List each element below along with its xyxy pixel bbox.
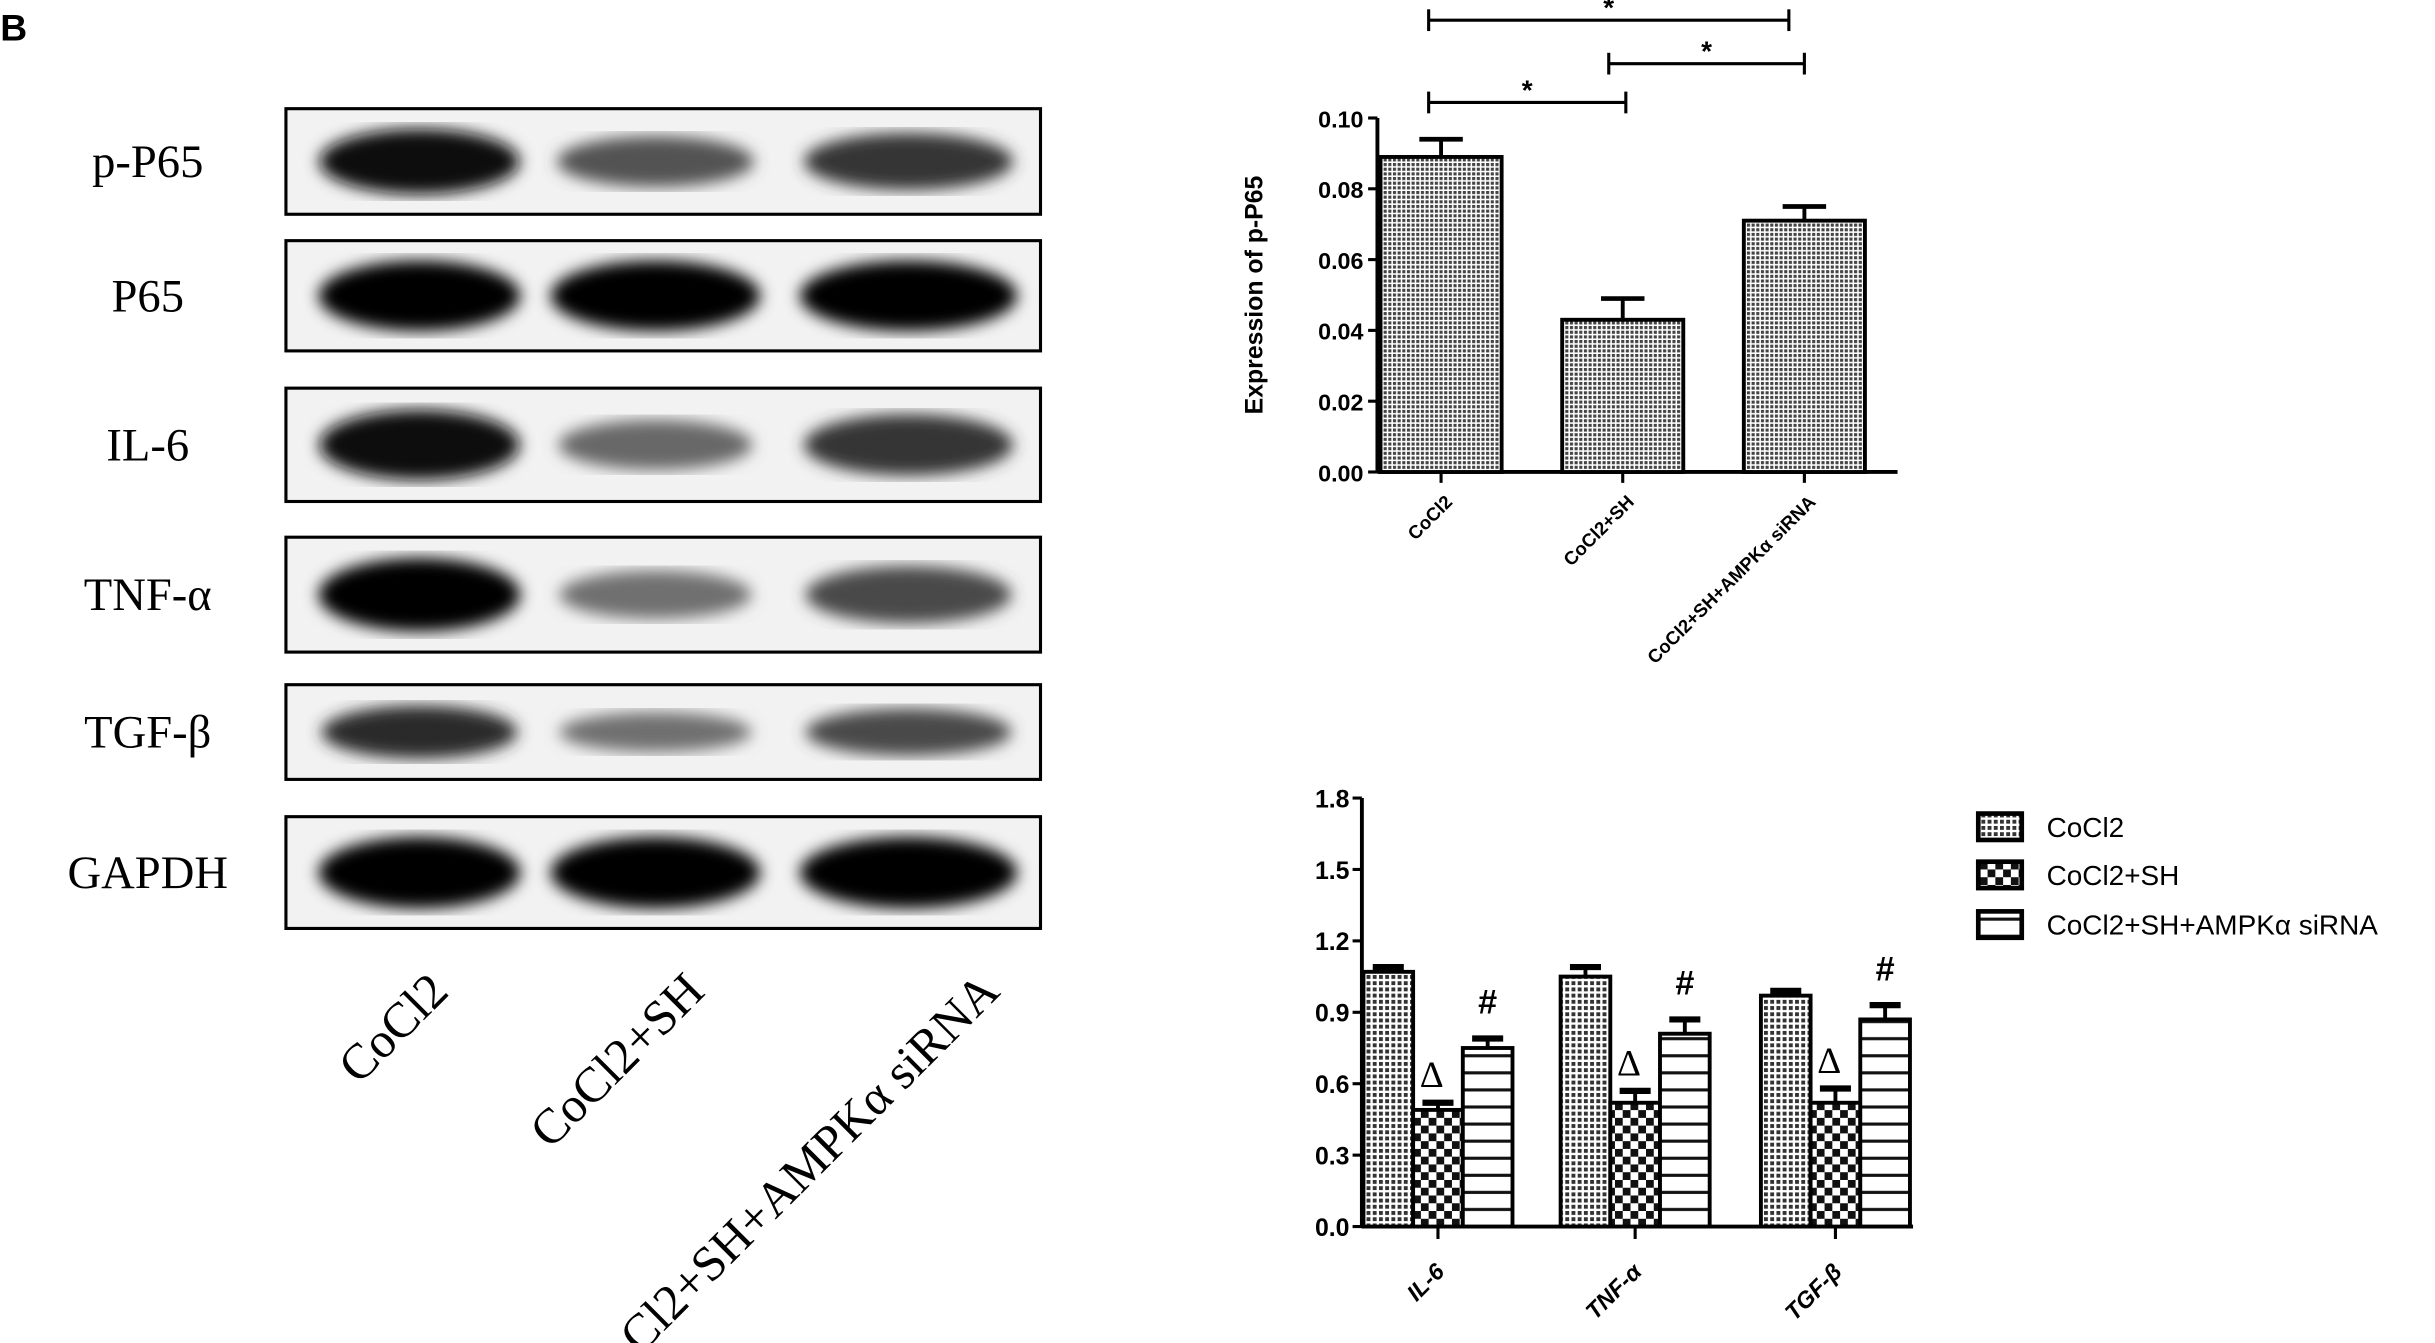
blot-band [803, 132, 1014, 190]
x-tick-label: CoCl2+SH+AMPKα siRNA [1643, 491, 1820, 668]
hash-marker: # [1478, 984, 1497, 1022]
blot-band [799, 260, 1018, 332]
blot-band [550, 260, 761, 332]
p-p65-bar-chart: 0.00 0.02 0.04 0.06 0.08 0.10 Expression of p-… [1242, 0, 1898, 668]
x-tick-label: CoCl2 [1403, 491, 1456, 544]
legend-swatch [1975, 811, 2025, 843]
y-tick-label: 0.10 [1318, 106, 1363, 132]
bar [1808, 1100, 1863, 1229]
blot-row-label: GAPDH [68, 848, 228, 899]
blot-band [803, 414, 1014, 476]
delta-marker: Δ [1420, 1055, 1444, 1096]
bar [1858, 1017, 1912, 1229]
bar [1378, 154, 1504, 474]
blot-band [559, 712, 752, 752]
blot-band [318, 260, 521, 332]
y-tick-label: 0.0 [1315, 1215, 1350, 1242]
x-tick-label: TNF-α [1580, 1257, 1647, 1324]
y-tick-label: 0.08 [1318, 177, 1363, 203]
blot-row-label: P65 [112, 271, 184, 322]
hash-marker: # [1675, 965, 1694, 1003]
legend-label: CoCl2 [2047, 812, 2125, 843]
significance-label: * [1522, 74, 1533, 105]
x-tick-label: IL-6 [1402, 1258, 1450, 1306]
blot-band [799, 836, 1018, 909]
y-tick-label: 0.6 [1315, 1072, 1350, 1099]
hash-marker: # [1876, 950, 1895, 988]
blot-row-label: IL-6 [106, 420, 189, 471]
y-tick-label: 1.5 [1315, 858, 1350, 885]
significance-label: * [1603, 0, 1614, 23]
blot-lane-label: CoCl2+SH [519, 963, 714, 1158]
bar [1411, 1107, 1465, 1229]
blot-lane-label: CoCl2 [328, 963, 459, 1094]
blot-band [321, 705, 518, 759]
y-tick-label: 0.00 [1318, 460, 1363, 486]
cytokine-bar-chart: 0.0 0.3 0.6 0.9 1.2 1.5 1.8 Δ Δ Δ # # # IL-6 TNF-α TGF-… [1315, 786, 2378, 1325]
blot-band [318, 557, 521, 632]
blot-band [556, 136, 754, 187]
panel-label: B [0, 6, 27, 48]
significance-label: * [1701, 36, 1712, 67]
delta-marker: Δ [1617, 1043, 1641, 1084]
blot-band [805, 565, 1012, 624]
y-tick-label: 1.2 [1315, 929, 1350, 956]
blot-band [319, 128, 520, 195]
blot-row-label: p-P65 [92, 137, 203, 188]
legend-swatch [1975, 859, 2025, 891]
bar [1361, 969, 1416, 1229]
legend-label: CoCl2+SH+AMPKα siRNA [2047, 910, 2379, 941]
blot-band [558, 419, 753, 470]
y-tick-label: 0.06 [1318, 248, 1363, 274]
western-blot: p-P65 P65 IL-6 TNF-α TGF-β GAPDH CoCl2 CoCl2+SH… [68, 107, 1043, 1343]
blot-band [318, 836, 521, 909]
bar [1558, 974, 1613, 1229]
y-tick-label: 0.9 [1315, 1001, 1350, 1028]
x-tick-label: CoCl2+SH [1559, 491, 1638, 570]
bar [1608, 1100, 1662, 1229]
y-tick-label: 1.8 [1315, 786, 1350, 813]
blot-band [319, 409, 520, 480]
legend-label: CoCl2+SH [2047, 860, 2180, 891]
blot-row-label: TNF-α [84, 570, 212, 621]
blot-row-label: TGF-β [84, 708, 211, 759]
blot-band [559, 570, 752, 619]
delta-marker: Δ [1817, 1041, 1841, 1082]
y-axis-label: Expression of p-P65 [1242, 175, 1269, 414]
bar [1658, 1031, 1712, 1229]
legend-swatch [1975, 909, 2025, 941]
bar [1460, 1046, 1515, 1229]
blot-band [550, 836, 761, 909]
bar [1758, 993, 1813, 1229]
bar [1560, 317, 1686, 474]
bar [1741, 218, 1867, 474]
x-tick-label: TGF-β [1780, 1258, 1847, 1325]
y-tick-label: 0.02 [1318, 390, 1363, 416]
blot-band [805, 708, 1012, 756]
y-tick-label: 0.04 [1318, 319, 1363, 345]
y-tick-label: 0.3 [1315, 1143, 1350, 1170]
